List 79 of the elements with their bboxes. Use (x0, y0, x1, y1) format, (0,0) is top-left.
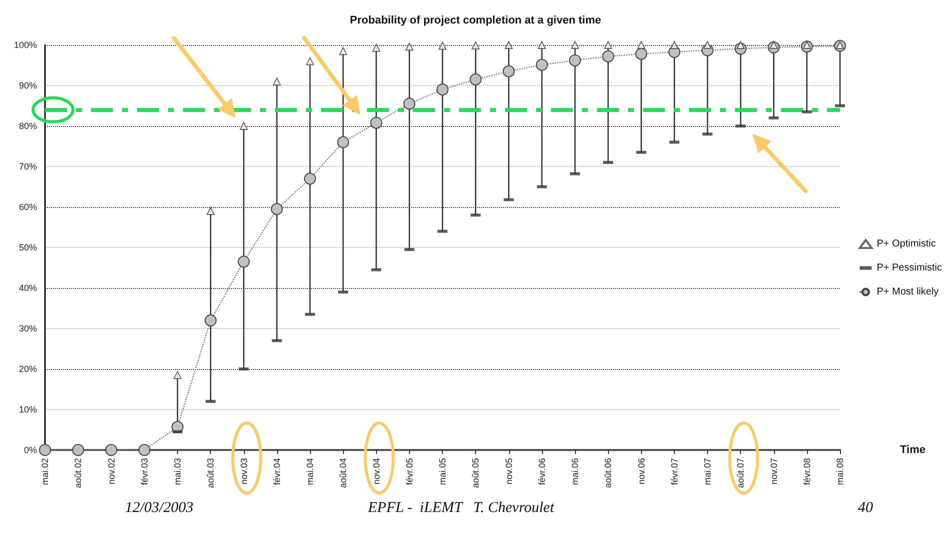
point (604, 41, 612, 49)
point (403, 98, 416, 110)
point (372, 44, 380, 52)
point (370, 116, 382, 129)
y-tick-label: 70% (18, 162, 37, 172)
x-tick-label: mai.05 (438, 458, 448, 486)
point (637, 41, 646, 49)
x-tick-label: mai.04 (305, 458, 315, 486)
y-tick-label: 80% (18, 121, 37, 131)
point (138, 444, 150, 456)
text: EPFL - iLEMT T. Chevroulet (368, 500, 554, 517)
y-tick-label: 100% (14, 40, 37, 50)
legend-label: P+ Pessimistic (876, 262, 942, 274)
x-tick-label: nov.05 (504, 458, 514, 484)
point (72, 444, 84, 456)
x-tick-label: nov.07 (768, 458, 779, 484)
x-tick-label: févr.04 (272, 458, 282, 486)
y-tick-label: 90% (18, 80, 37, 90)
x-tick-label: mai.03 (172, 458, 182, 486)
point (174, 371, 182, 380)
point (339, 47, 348, 56)
point (472, 41, 480, 50)
point (204, 314, 217, 326)
point (304, 172, 316, 185)
point (635, 48, 648, 60)
point (670, 41, 678, 49)
point (470, 73, 482, 86)
point (571, 41, 579, 49)
x-tick-label: août.06 (603, 458, 614, 488)
point (569, 54, 581, 66)
point (206, 207, 215, 216)
point (405, 42, 414, 51)
x-tick-label: août.07 (736, 458, 746, 488)
y-tick-label: 0% (24, 445, 37, 455)
y-tick-label: 20% (18, 364, 37, 374)
point (306, 57, 314, 66)
legend-label: P+ Most likely (876, 286, 939, 298)
chart-title: Probability of project completion at a given time (350, 14, 602, 26)
y-tick-label: 40% (18, 283, 37, 293)
point (272, 77, 281, 86)
x-tick-label: août.02 (73, 458, 84, 488)
x-tick-label: févr.08 (802, 458, 812, 486)
point (504, 41, 513, 49)
x-tick-label: mai.02 (40, 458, 50, 486)
x-tick-label: mai.07 (702, 458, 712, 486)
point (436, 84, 448, 96)
y-tick-label: 50% (18, 242, 37, 252)
point (538, 41, 546, 49)
x-tick-label: févr.06 (536, 458, 547, 486)
x-tick-label: févr.05 (404, 458, 414, 486)
point (240, 122, 248, 130)
x-tick-label: févr.03 (139, 458, 150, 486)
x-tick-label: nov.03 (238, 458, 249, 484)
x-axis-title: Time (900, 444, 926, 456)
y-tick-label: 10% (18, 404, 37, 414)
point (337, 136, 350, 148)
x-tick-label: août.05 (470, 458, 481, 488)
x-tick-label: nov.06 (636, 458, 646, 484)
point (502, 65, 515, 78)
point (438, 42, 446, 50)
point (238, 256, 250, 268)
point (270, 203, 283, 216)
x-tick-label: nov.04 (371, 458, 382, 484)
x-tick-label: nov.02 (106, 458, 116, 484)
y-tick-label: 60% (18, 202, 37, 212)
x-tick-label: mai.06 (570, 458, 580, 486)
y-tick-label: 30% (18, 324, 37, 334)
text: 40 (858, 500, 873, 517)
point (39, 444, 51, 456)
x-tick-label: août.03 (206, 458, 216, 488)
x-tick-label: févr.07 (669, 458, 680, 486)
point (536, 58, 548, 71)
point (704, 41, 712, 49)
point (105, 444, 118, 456)
x-tick-label: mai.08 (835, 458, 845, 486)
legend-label: P+ Optimistic (876, 238, 936, 250)
point (602, 50, 614, 62)
text: 12/03/2003 (125, 500, 194, 517)
x-tick-label: août.04 (338, 458, 348, 488)
